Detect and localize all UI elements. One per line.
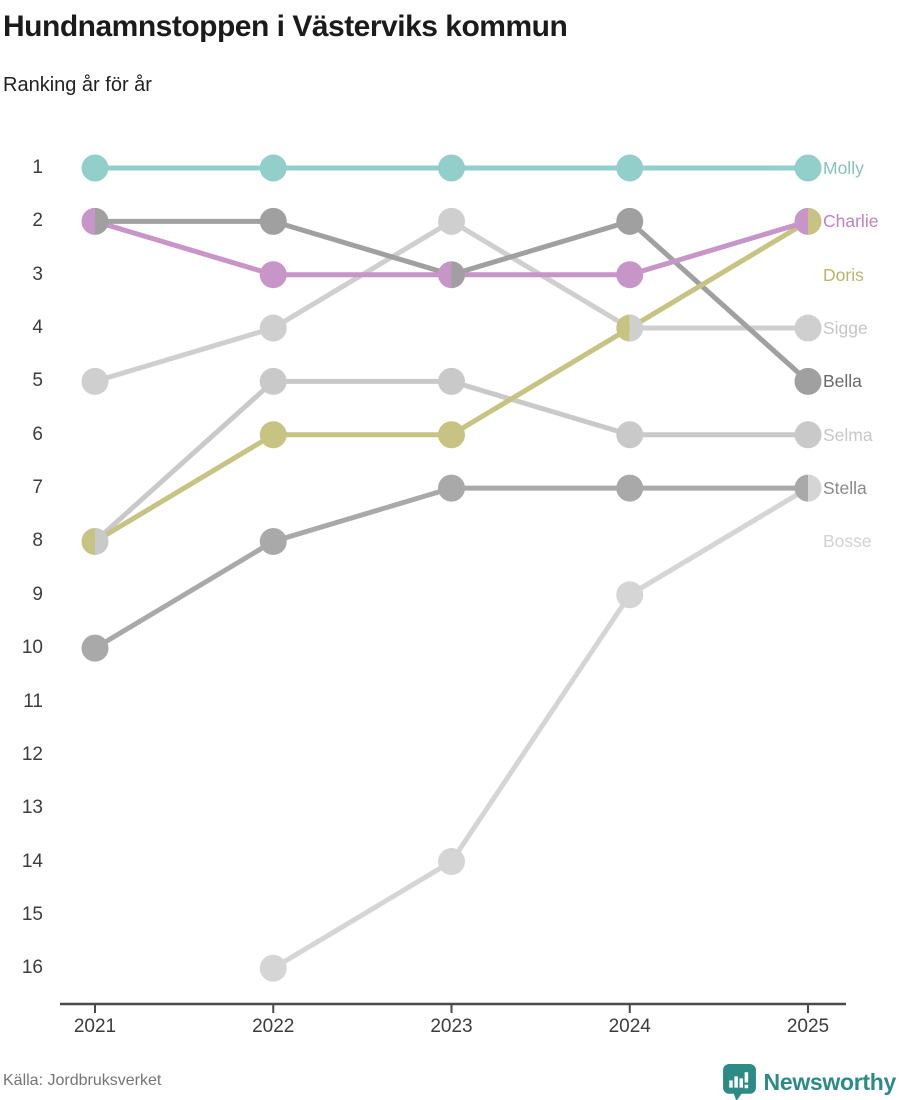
data-point	[259, 207, 287, 235]
series-line-bella	[95, 218, 810, 384]
newsworthy-logo-text: Newsworthy	[763, 1069, 897, 1095]
data-point-split	[629, 314, 644, 342]
data-point	[259, 261, 287, 289]
y-tick-label: 15	[21, 903, 43, 925]
series-label-stella: Stella	[823, 478, 867, 499]
data-point	[438, 207, 465, 235]
data-point	[259, 954, 287, 982]
newsworthy-logo-icon	[722, 1064, 756, 1100]
data-point	[616, 154, 644, 182]
series-label-selma: Selma	[823, 424, 873, 445]
data-point	[794, 314, 822, 342]
series-label-bosse: Bosse	[823, 531, 872, 552]
x-tick-label: 2022	[252, 1016, 295, 1037]
y-tick-label: 4	[32, 317, 43, 339]
data-point	[438, 474, 465, 502]
series-label-bella: Bella	[823, 371, 862, 392]
y-tick-label: 1	[32, 157, 43, 178]
y-tick-label: 10	[21, 637, 43, 659]
y-tick-label: 16	[21, 957, 43, 979]
y-tick-label: 14	[21, 850, 43, 872]
page-title: Hundnamnstoppen i Västerviks kommun	[3, 10, 568, 43]
data-point-split	[81, 207, 95, 235]
newsworthy-logo: Newsworthy	[722, 1064, 897, 1100]
y-tick-label: 9	[32, 583, 43, 605]
data-point	[81, 634, 109, 662]
y-tick-label: 3	[32, 263, 43, 285]
data-point	[616, 474, 644, 502]
data-point	[438, 367, 465, 395]
y-tick-label: 12	[21, 743, 43, 765]
data-point	[259, 314, 287, 342]
data-point-split	[95, 207, 109, 235]
y-tick-label: 11	[23, 690, 43, 712]
data-point-split	[81, 527, 95, 555]
data-point-split	[451, 261, 466, 289]
data-point	[438, 848, 465, 876]
data-point	[616, 261, 644, 289]
data-point	[616, 581, 644, 609]
y-tick-label: 2	[32, 210, 43, 232]
series-line-selma	[93, 378, 808, 544]
data-point	[616, 421, 644, 449]
x-tick-label: 2025	[786, 1016, 830, 1037]
data-point	[616, 207, 644, 235]
y-tick-label: 13	[21, 797, 43, 819]
data-point-split	[808, 474, 822, 502]
data-point-split	[794, 207, 808, 235]
data-point-split	[794, 474, 808, 502]
series-label-sigge: Sigge	[823, 318, 868, 339]
source-note: Källa: Jordbruksverket	[3, 1072, 162, 1089]
data-point-split	[616, 314, 630, 342]
data-point	[81, 367, 109, 395]
x-tick-label: 2023	[430, 1016, 473, 1037]
y-tick-label: 5	[32, 370, 43, 392]
data-point	[259, 154, 287, 182]
series-label-molly: Molly	[823, 158, 864, 178]
x-tick-label: 2021	[73, 1016, 117, 1037]
page-subtitle: Ranking år för år	[3, 74, 152, 96]
data-point	[438, 154, 465, 182]
x-tick-label: 2024	[608, 1016, 651, 1037]
data-point	[794, 367, 822, 395]
data-point	[794, 154, 822, 182]
y-tick-label: 8	[32, 530, 43, 552]
y-tick-label: 7	[32, 477, 43, 499]
data-point	[81, 154, 109, 182]
data-point	[259, 367, 287, 395]
series-line-bosse	[271, 485, 810, 971]
data-point	[794, 421, 822, 449]
series-line-stella	[93, 485, 808, 651]
series-label-charlie: Charlie	[823, 211, 879, 232]
series-line-sigge	[94, 218, 808, 384]
data-point	[259, 527, 287, 555]
data-point-split	[808, 207, 822, 235]
data-point-split	[95, 527, 109, 555]
series-label-doris: Doris	[823, 264, 864, 285]
data-point	[259, 421, 287, 449]
y-tick-label: 6	[32, 423, 43, 445]
data-point	[438, 421, 465, 449]
data-point-split	[438, 261, 452, 289]
